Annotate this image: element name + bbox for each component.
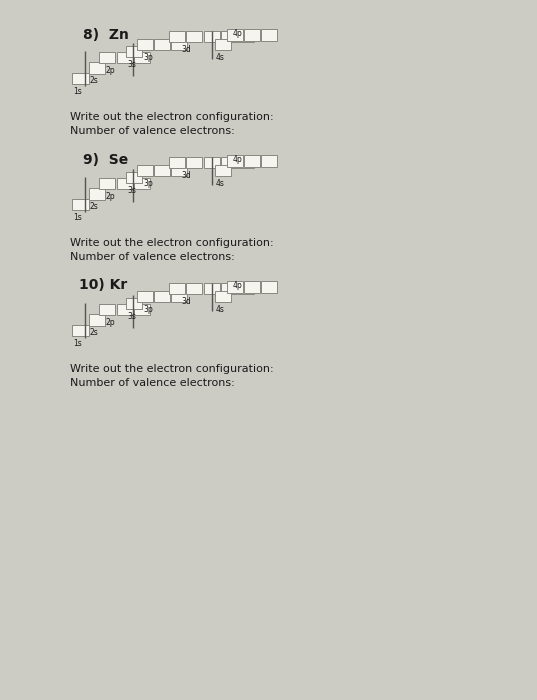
Bar [186, 283, 202, 294]
Bar [186, 157, 202, 168]
Bar [227, 29, 243, 41]
Bar [99, 52, 115, 63]
Bar [171, 39, 187, 50]
Bar [117, 52, 133, 63]
Bar [261, 155, 277, 167]
Bar [227, 281, 243, 293]
Text: 2p: 2p [106, 318, 115, 327]
Bar [215, 291, 231, 302]
Bar [154, 291, 170, 302]
Bar [72, 199, 89, 210]
Bar [204, 157, 220, 168]
Bar [117, 178, 133, 189]
Text: 3d: 3d [181, 45, 191, 54]
Text: 4p: 4p [233, 155, 243, 164]
Text: 10) Kr: 10) Kr [79, 278, 128, 292]
Bar [238, 157, 254, 168]
Text: 3d: 3d [181, 297, 191, 306]
Text: 2s: 2s [90, 328, 98, 337]
Text: 3p: 3p [143, 179, 153, 188]
Bar [126, 46, 142, 57]
Bar [204, 283, 220, 294]
Text: 4s: 4s [216, 305, 225, 314]
Bar [261, 29, 277, 41]
Text: 3s: 3s [127, 186, 136, 195]
Text: 4p: 4p [233, 281, 243, 290]
Bar [204, 31, 220, 42]
Bar [238, 31, 254, 42]
Bar [186, 31, 202, 42]
Bar [134, 304, 150, 315]
Bar [89, 314, 105, 326]
Bar [215, 39, 231, 50]
Bar [72, 73, 89, 84]
Text: 1s: 1s [74, 213, 82, 222]
Text: 3p: 3p [143, 305, 153, 314]
Bar [221, 283, 237, 294]
Bar [244, 29, 260, 41]
Bar [134, 52, 150, 63]
Text: 4s: 4s [216, 53, 225, 62]
Text: 9)  Se: 9) Se [83, 153, 128, 167]
Text: Write out the electron configuration:: Write out the electron configuration: [70, 112, 273, 122]
Bar [169, 157, 185, 168]
Text: 4p: 4p [233, 29, 243, 38]
Text: 1s: 1s [74, 339, 82, 348]
Bar [238, 283, 254, 294]
Bar [227, 155, 243, 167]
Bar [154, 165, 170, 176]
Bar [89, 62, 105, 74]
Bar [171, 291, 187, 302]
Text: 3p: 3p [143, 53, 153, 62]
Bar [137, 39, 153, 50]
Bar [221, 157, 237, 168]
Text: 3s: 3s [127, 60, 136, 69]
Bar [169, 31, 185, 42]
Text: 8)  Zn: 8) Zn [83, 28, 129, 42]
Bar [117, 304, 133, 315]
Text: 4s: 4s [216, 179, 225, 188]
Bar [137, 165, 153, 176]
Text: Write out the electron configuration:: Write out the electron configuration: [70, 238, 273, 248]
Bar [72, 325, 89, 336]
Text: 3s: 3s [127, 312, 136, 321]
Bar [126, 298, 142, 309]
Bar [126, 172, 142, 183]
Text: 3d: 3d [181, 171, 191, 180]
Bar [261, 281, 277, 293]
Text: Number of valence electrons:: Number of valence electrons: [70, 252, 235, 262]
Text: Number of valence electrons:: Number of valence electrons: [70, 378, 235, 388]
Text: Number of valence electrons:: Number of valence electrons: [70, 126, 235, 136]
Bar [134, 178, 150, 189]
Bar [99, 178, 115, 189]
Bar [215, 165, 231, 176]
Text: 1s: 1s [74, 87, 82, 96]
Bar [89, 188, 105, 199]
Text: 2s: 2s [90, 76, 98, 85]
Text: Write out the electron configuration:: Write out the electron configuration: [70, 364, 273, 374]
Bar [169, 283, 185, 294]
Text: 2p: 2p [106, 66, 115, 75]
Text: 2s: 2s [90, 202, 98, 211]
Bar [99, 304, 115, 315]
Bar [171, 165, 187, 176]
Text: 2p: 2p [106, 192, 115, 201]
Bar [137, 291, 153, 302]
Bar [221, 31, 237, 42]
Bar [244, 155, 260, 167]
Bar [154, 39, 170, 50]
Bar [244, 281, 260, 293]
